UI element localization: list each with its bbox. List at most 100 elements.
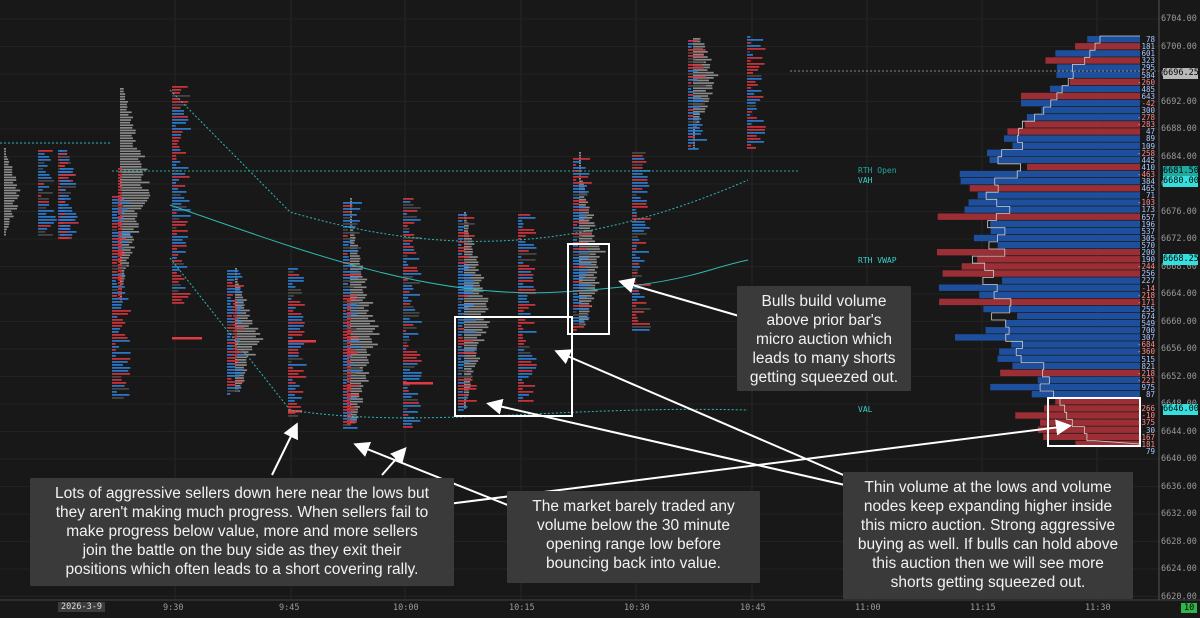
volume-bar (464, 230, 468, 232)
delta-cell (233, 357, 237, 359)
delta-cell (60, 171, 73, 173)
vp-bar (997, 241, 1140, 249)
delta-cell (172, 113, 184, 115)
delta-cell (112, 322, 126, 324)
delta-cell (688, 43, 694, 45)
volume-bar (693, 53, 704, 56)
delta-cell (518, 235, 526, 237)
delta-cell (288, 406, 301, 408)
delta-cell (38, 228, 48, 230)
delta-cell (573, 257, 589, 259)
volume-bar (4, 231, 6, 233)
time-tick-label: 10:15 (509, 603, 535, 613)
delta-cell (458, 397, 468, 399)
volume-bar (235, 296, 244, 299)
delta-cell (747, 96, 764, 98)
delta-cell (288, 337, 293, 339)
delta-cell (518, 247, 537, 249)
delta-cell (573, 233, 592, 235)
delta-cell (172, 287, 186, 289)
volume-bar (4, 148, 6, 150)
vp-delta-value: -244 (1136, 262, 1155, 272)
delta-cell (403, 408, 408, 410)
rth-open-label: RTH Open (858, 166, 897, 175)
delta-cell (343, 310, 347, 312)
delta-cell (343, 406, 355, 408)
vp-bar (997, 355, 1140, 362)
volume-bar (350, 296, 366, 299)
delta-cell (343, 313, 358, 315)
vp-bar (936, 249, 1140, 256)
vp-bar (939, 298, 1140, 306)
volume-bar (120, 111, 132, 114)
delta-cell (343, 301, 360, 303)
delta-cell (518, 394, 529, 396)
delta-cell (343, 259, 350, 261)
volume-bar (464, 310, 486, 313)
vp-delta-value: -181 (1136, 439, 1155, 449)
vp-bar (959, 170, 1140, 178)
volume-bar (235, 281, 238, 283)
delta-cell (343, 361, 350, 363)
delta-cell (118, 255, 122, 257)
delta-cell (112, 274, 125, 276)
volume-bar (464, 266, 476, 269)
volume-bar (693, 90, 706, 92)
volume-bar (579, 266, 599, 269)
delta-cell (403, 384, 410, 386)
volume-bar (579, 152, 581, 154)
volume-bar (235, 333, 261, 335)
vp-delta-value: 305 (1141, 233, 1155, 243)
volume-bar (350, 281, 366, 283)
delta-cell (112, 286, 125, 288)
delta-cell (403, 414, 409, 416)
delta-cell (172, 149, 181, 151)
delta-cell (172, 146, 180, 148)
volume-bar (350, 354, 371, 356)
delta-cell (172, 248, 178, 250)
delta-cell (118, 201, 122, 203)
delta-cell (112, 280, 116, 282)
delta-cell (112, 259, 121, 261)
delta-cell (518, 382, 524, 384)
volume-bar (350, 356, 368, 359)
delta-cell (172, 293, 191, 295)
delta-cell (458, 250, 466, 252)
delta-cell (403, 333, 419, 335)
vp-delta-value: 674 (1141, 311, 1155, 321)
volume-bar (4, 168, 13, 171)
delta-cell (343, 394, 359, 396)
delta-cell (60, 165, 65, 167)
delta-cell (403, 306, 414, 308)
delta-cell (458, 235, 475, 237)
volume-bar (350, 413, 357, 416)
volume-bar (350, 330, 373, 333)
vp-delta-value: 445 (1141, 155, 1155, 165)
delta-cell (227, 375, 240, 377)
delta-cell (632, 164, 643, 166)
delta-cell (458, 367, 463, 369)
delta-cell (458, 349, 477, 351)
delta-cell (347, 318, 351, 320)
volume-bar (350, 387, 362, 390)
val-band (169, 257, 749, 419)
delta-cell (288, 376, 307, 378)
volume-bar (235, 346, 253, 348)
corner-badge[interactable]: 10 (1181, 603, 1198, 613)
delta-cell (632, 233, 647, 235)
delta-cell (747, 84, 758, 86)
val-label: VAL (858, 405, 873, 414)
delta-cell (112, 385, 125, 387)
delta-cell (288, 310, 294, 312)
vp-bar (1049, 85, 1140, 93)
delta-cell (118, 177, 122, 179)
delta-cell (58, 159, 62, 161)
volume-bar (350, 211, 352, 213)
delta-cell (518, 340, 527, 342)
delta-cell (632, 326, 651, 328)
delta-cell (458, 403, 466, 405)
delta-cell (632, 194, 637, 196)
delta-cell (343, 256, 349, 258)
vp-bar (1043, 433, 1140, 440)
volume-bar (693, 116, 700, 118)
